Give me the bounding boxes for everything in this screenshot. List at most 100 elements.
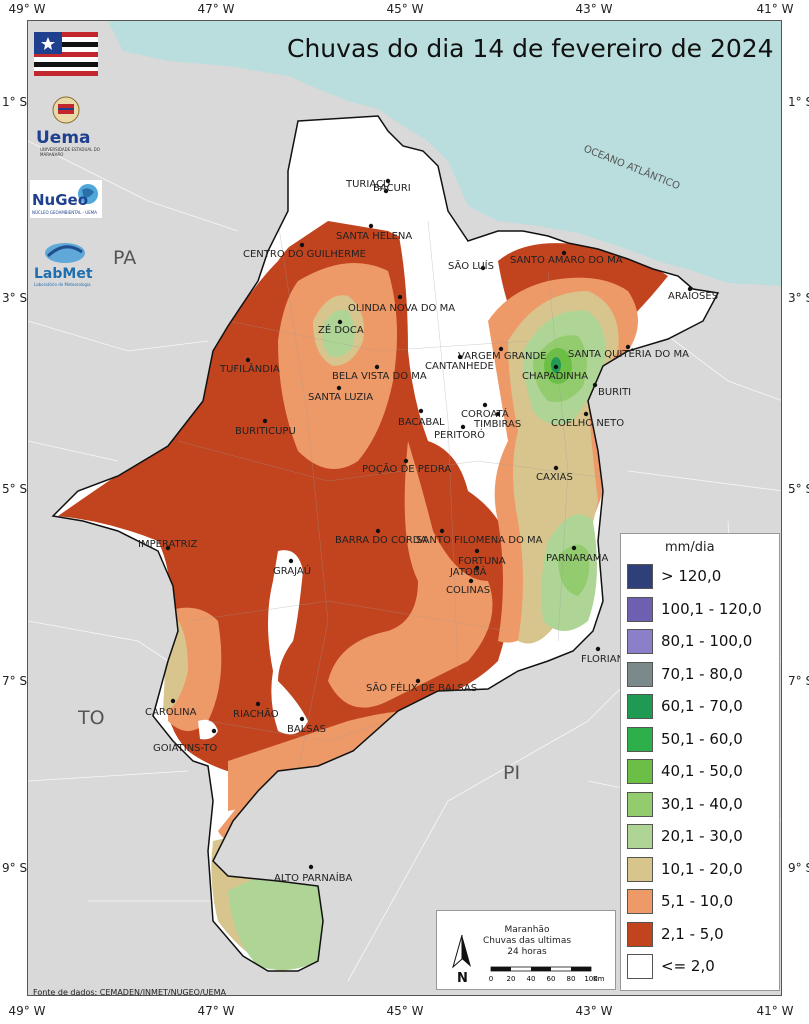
city-dot <box>480 265 486 271</box>
city-dot <box>625 344 631 350</box>
legend-swatch <box>627 921 653 947</box>
legend-swatch <box>627 856 653 882</box>
legend-swatch <box>627 661 653 687</box>
legend-item: > 120,0 <box>627 564 777 590</box>
city-dot <box>553 465 559 471</box>
city-dot <box>336 385 342 391</box>
city-dot <box>170 698 176 704</box>
city-dot <box>262 418 268 424</box>
city-label: SÃO FÉLIX DE BALSAS <box>366 681 477 694</box>
city-label: ALTO PARNAÍBA <box>274 871 353 884</box>
legend-item: 70,1 - 80,0 <box>627 661 777 688</box>
legend-label: 100,1 - 120,0 <box>661 599 762 618</box>
tick-bottom-label: 47° W <box>197 1004 235 1018</box>
city-dot <box>375 528 381 534</box>
city-dot <box>337 319 343 325</box>
city-dot <box>495 411 501 417</box>
rainfall-map: PA TO PI OCEANO ATLÂNTICO TURIAÇU BACURI S… <box>27 20 782 996</box>
city-label: CENTRO DO GUILHERME <box>243 249 366 260</box>
tick-bottom-label: 43° W <box>575 1004 613 1018</box>
legend-item: 5,1 - 10,0 <box>627 889 777 915</box>
labmet-logo-subtitle: Laboratório de Meteorologia <box>34 282 91 287</box>
tick-left-label: 1° S <box>2 95 28 109</box>
maranhao-flag <box>34 32 98 76</box>
city-label: BURITICUPU <box>235 426 296 437</box>
info-box: Maranhão Chuvas das ultimas 24 horas N 0… <box>436 910 616 990</box>
city-dot <box>482 402 488 408</box>
legend-item: 40,1 - 50,0 <box>627 759 777 785</box>
scale-tick-label: 80 <box>567 975 576 983</box>
city-dot <box>418 408 424 414</box>
tick-top-label: 43° W <box>575 2 613 16</box>
city-dot <box>561 250 567 256</box>
city-dot <box>439 528 445 534</box>
city-label: SANTO AMARO DO MA <box>510 255 623 266</box>
legend-title: mm/dia <box>665 540 715 555</box>
city-dot <box>255 701 261 707</box>
legend-swatch <box>627 629 653 654</box>
tick-left-label: 7° S <box>2 674 28 688</box>
city-label: FLORIANO-PI <box>581 654 645 665</box>
tick-left-label: 3° S <box>2 291 28 305</box>
city-label: RIACHÃO <box>233 707 279 720</box>
state-label-pi: PI <box>503 762 520 784</box>
city-dot <box>583 411 589 417</box>
city-label: JATOBÁ <box>449 565 487 578</box>
city-label: BACABAL <box>398 417 445 428</box>
scale-bar: 0 20 40 60 80 100 Km <box>489 963 611 989</box>
info-line-description: Chuvas das ultimas <box>482 936 572 946</box>
tick-top-label: 49° W <box>8 2 46 16</box>
city-label: COELHO NETO <box>551 418 624 429</box>
legend-label: > 120,0 <box>661 567 722 585</box>
city-label: SANTA HELENA <box>336 231 412 242</box>
tick-bottom-label: 41° W <box>756 1004 794 1018</box>
scale-tick-label: 20 <box>507 975 516 983</box>
city-label: ARAIOSES <box>668 291 718 302</box>
legend-label: 80,1 - 100,0 <box>661 632 753 650</box>
legend-swatch <box>627 889 653 914</box>
city-dot <box>397 294 403 300</box>
city-label: CHAPADINHA <box>522 371 588 382</box>
city-label: SANTA QUITÉRIA DO MA <box>568 347 689 360</box>
city-label: SÃO LUÍS <box>448 259 494 272</box>
state-label-pa: PA <box>113 247 136 269</box>
legend-item: 2,1 - 5,0 <box>627 921 777 948</box>
city-label: GRAJAÚ <box>273 564 311 577</box>
city-label: BELA VISTA DO MA <box>332 371 427 382</box>
uema-logo-subtitle: UNIVERSIDADE ESTADUAL DO MARANHÃO <box>40 147 100 157</box>
legend-item: <= 2,0 <box>627 954 777 980</box>
city-dot <box>165 545 171 551</box>
legend-label: 60,1 - 70,0 <box>661 697 743 715</box>
legend-item: 60,1 - 70,0 <box>627 694 777 720</box>
ocean <box>108 21 781 286</box>
city-dot <box>308 864 314 870</box>
scale-unit: Km <box>593 975 605 983</box>
tick-bottom-label: 49° W <box>8 1004 46 1018</box>
legend-item: 50,1 - 60,0 <box>627 726 777 753</box>
legend-item: 30,1 - 40,0 <box>627 791 777 818</box>
city-label: CANTANHEDE <box>425 361 494 372</box>
data-source: Fonte de dados: CEMADEN/INMET/NUGEO/UEMA <box>33 988 226 997</box>
nugeo-logo: NuGeo NÚCLEO GEOAMBIENTAL - UEMA <box>30 180 102 218</box>
city-dot <box>595 646 601 652</box>
tick-right-label: 3° S <box>788 291 809 305</box>
scale-tick-label: 60 <box>547 975 556 983</box>
tick-right-label: 1° S <box>788 95 809 109</box>
city-label: GOIATINS-TO <box>153 743 217 754</box>
tick-top-label: 47° W <box>197 2 235 16</box>
legend-label: 20,1 - 30,0 <box>661 827 743 845</box>
city-label: TIMBIRAS <box>473 419 521 430</box>
city-dot <box>553 364 559 370</box>
city-label: OLINDA NOVA DO MA <box>348 303 455 314</box>
labmet-logo: LabMet Laboratório de Meteorologia <box>32 238 98 287</box>
city-label: POÇÃO DE PEDRA <box>362 462 451 475</box>
city-label: VARGEM GRANDE <box>458 351 547 362</box>
legend-label: 50,1 - 60,0 <box>661 729 743 748</box>
city-label: PARNARAMA <box>546 553 609 564</box>
north-label: N <box>457 971 468 986</box>
uema-logo-text: Uema <box>36 128 91 148</box>
city-dot <box>474 565 480 571</box>
tick-right-label: 7° S <box>788 674 809 688</box>
scale-tick-label: 40 <box>527 975 536 983</box>
